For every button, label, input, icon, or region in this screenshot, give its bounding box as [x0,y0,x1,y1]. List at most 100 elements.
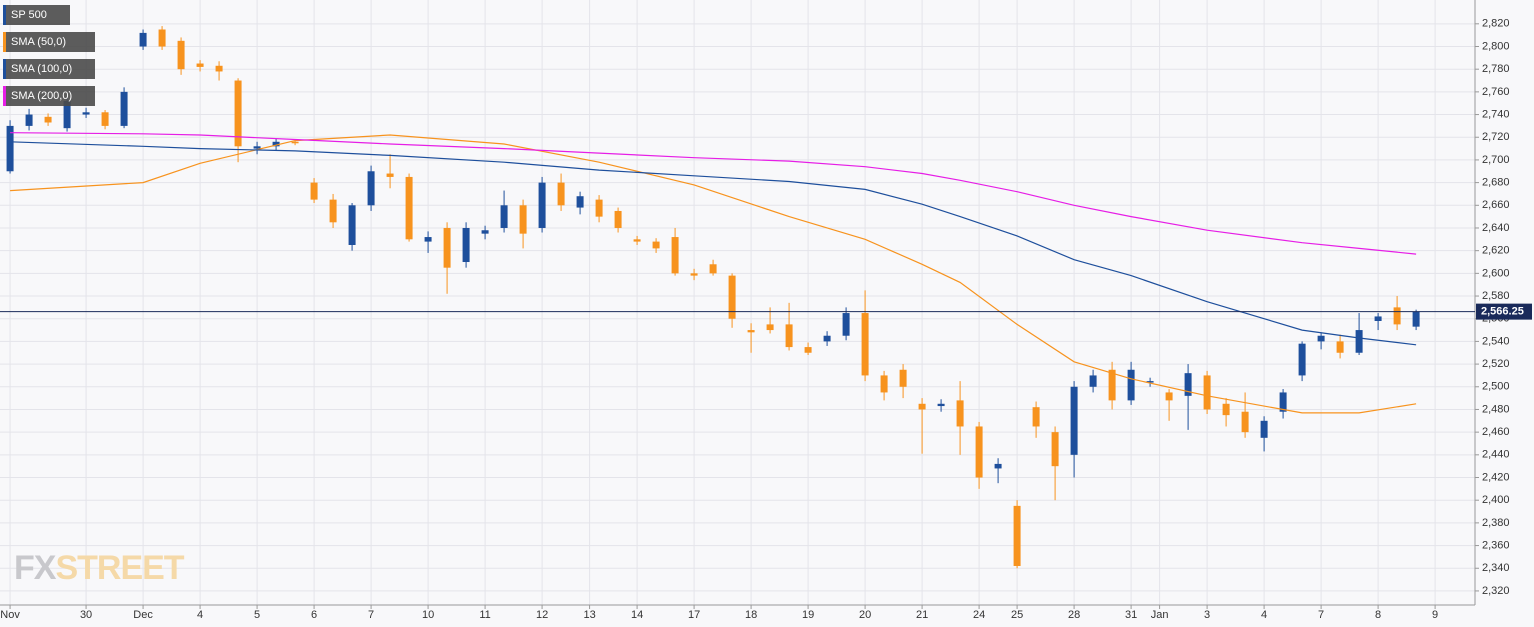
y-tick-label: 2,640 [1482,222,1510,234]
x-tick-label: 7 [368,609,374,621]
candle-body [329,199,337,223]
candle-body [899,369,907,387]
candle-body [557,182,565,206]
candle-body [6,125,14,172]
last-price-box [1476,303,1532,320]
x-tick-label: 10 [422,609,434,621]
sma-line [10,141,1417,346]
y-tick-label: 2,360 [1482,539,1510,551]
candle-body [253,146,261,149]
y-tick-label: 2,440 [1482,449,1510,461]
candle-body [215,65,223,72]
y-tick-label: 2,320 [1482,585,1510,597]
x-tick-label: 14 [631,609,643,621]
y-tick-label: 2,800 [1482,40,1510,52]
candle-body [709,264,717,274]
x-tick-label: 28 [1068,609,1080,621]
candle-body [785,324,793,348]
candle-body [576,196,584,208]
sma-line [10,132,1417,255]
candle-body [519,205,527,234]
candle-body [310,182,318,200]
candle-body [424,237,432,242]
candle-body [595,199,603,217]
candle-body [1032,407,1040,427]
x-tick-label: Dec [133,609,153,621]
candle-body [348,205,356,245]
x-tick-label: 13 [583,609,595,621]
y-tick-label: 2,780 [1482,63,1510,75]
x-tick-label: 9 [1432,609,1438,621]
y-tick-label: 2,340 [1482,562,1510,574]
candle-body [766,324,774,331]
candle-body [139,32,147,47]
candle-body [1260,420,1268,438]
candle-body [1298,343,1306,376]
candle-body [937,403,945,407]
candle-body [538,182,546,228]
candle-body [994,463,1002,469]
candle-body [652,241,660,249]
y-tick-label: 2,540 [1482,335,1510,347]
legend-label: SP 500 [11,9,47,21]
candle-body [1013,505,1021,566]
watermark-part: STREET [55,549,184,587]
candle-body [44,116,52,123]
candle-body [405,176,413,240]
candle-body [842,313,850,336]
candle-body [177,40,185,70]
x-tick-label: 21 [916,609,928,621]
candle-body [443,227,451,268]
y-tick-label: 2,680 [1482,177,1510,189]
candle-body [367,171,375,206]
candle-body [671,237,679,274]
y-tick-label: 2,620 [1482,245,1510,257]
y-tick-label: 2,600 [1482,267,1510,279]
x-tick-label: 17 [688,609,700,621]
x-tick-label: 4 [197,609,203,621]
sma-line [10,134,1417,414]
candle-body [63,100,71,129]
y-tick-label: 2,500 [1482,381,1510,393]
candle-body [823,335,831,342]
y-tick-label: 2,820 [1482,18,1510,30]
candle-body [500,205,508,228]
candle-body [1051,432,1059,467]
x-tick-label: 11 [479,609,490,621]
x-tick-label: 25 [1011,609,1023,621]
x-tick-label: 20 [859,609,871,621]
candle-body [1336,341,1344,353]
candle-body [462,227,470,263]
candle-body [975,426,983,478]
candle-body [101,112,109,126]
x-tick-label: 4 [1261,609,1267,621]
y-tick-label: 2,660 [1482,199,1510,211]
candle-body [158,29,166,47]
y-tick-label: 2,520 [1482,358,1510,370]
candle-body [196,63,204,67]
x-tick-label: Jan [1151,609,1169,621]
x-tick-label: 24 [973,609,985,621]
candle-body [614,210,622,228]
y-tick-label: 2,700 [1482,154,1510,166]
x-tick-label: 5 [254,609,260,621]
legend-box [3,5,70,25]
candle-body [1317,335,1325,342]
legend-box [3,32,95,52]
candle-body [918,403,926,410]
y-tick-label: 2,400 [1482,494,1510,506]
y-tick-label: 2,760 [1482,86,1510,98]
candle-body [82,112,90,115]
legend-box [3,59,95,79]
legend-swatch [3,59,6,79]
candle-body [1222,403,1230,416]
y-tick-label: 2,420 [1482,471,1510,483]
x-tick-label: 3 [1204,609,1210,621]
y-tick-label: 2,740 [1482,108,1510,120]
candle-body [234,80,242,147]
candle-body [272,141,280,147]
candle-body [747,330,755,333]
watermark: FXSTREET [14,549,185,587]
x-tick-label: 18 [745,609,757,621]
